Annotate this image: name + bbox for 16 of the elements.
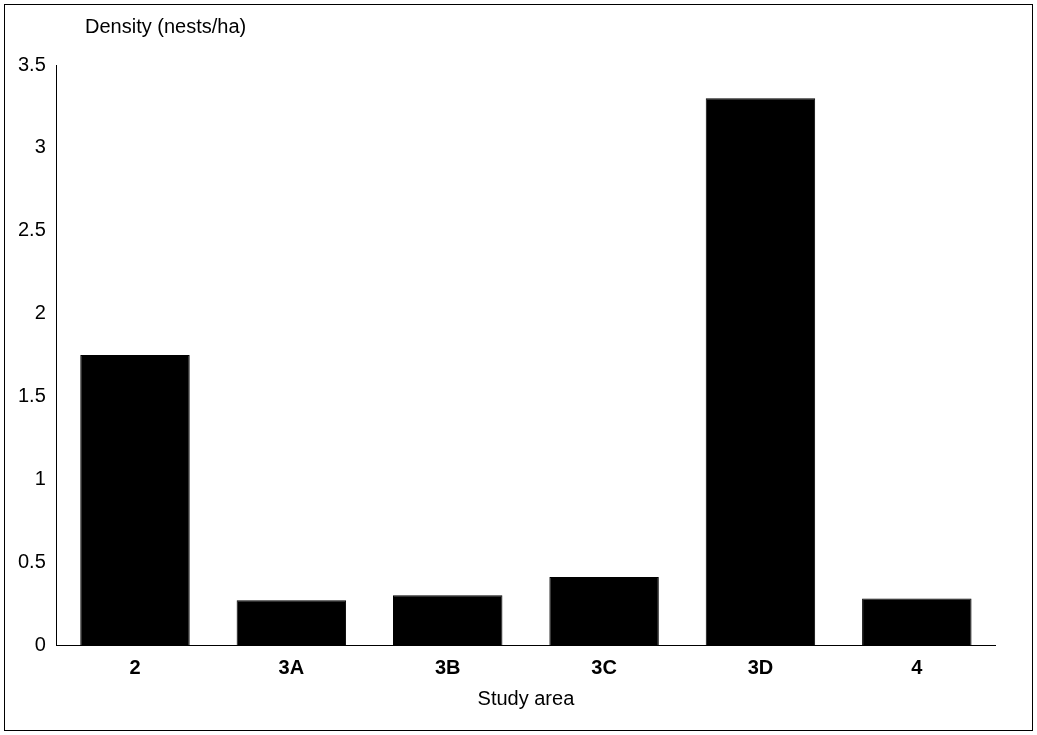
x-tick-label: 3C (591, 655, 617, 678)
y-tick-label: 0.5 (17, 549, 46, 572)
x-tick-label: 4 (911, 655, 924, 678)
x-axis-title: Study area (477, 686, 576, 709)
y-tick-label: 1.5 (17, 383, 46, 406)
x-tick-label: 3D (747, 655, 774, 678)
x-tick-label: 2 (129, 655, 141, 678)
y-tick-label: 1 (34, 466, 46, 489)
y-tick-label: 3 (34, 135, 46, 158)
y-axis-title: Density (nests/ha) (85, 15, 247, 38)
y-tick-label: 0 (34, 632, 46, 655)
y-tick-label: 2.5 (17, 218, 46, 241)
x-tick-label: 3A (278, 655, 305, 678)
y-tick-label: 3.5 (17, 52, 46, 75)
y-tick-label: 2 (34, 301, 46, 324)
x-tick-label: 3B (434, 655, 461, 678)
